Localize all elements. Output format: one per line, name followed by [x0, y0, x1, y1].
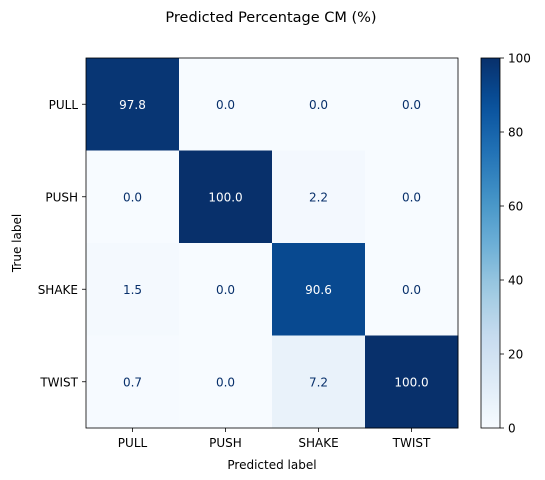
cell-value-label: 0.0: [402, 190, 421, 204]
y-tick-label: PULL: [49, 98, 79, 112]
cell-value-label: 0.0: [402, 98, 421, 112]
colorbar-tick-label: 20: [508, 348, 523, 362]
heatmap-cell: [365, 150, 459, 244]
heatmap-cell: [365, 335, 459, 429]
heatmap-cell: [272, 335, 366, 429]
heatmap-cell: [86, 150, 180, 244]
heatmap-cell: [272, 58, 366, 151]
colorbar-tick-label: 100: [508, 52, 531, 66]
y-tick-label: SHAKE: [38, 283, 78, 297]
colorbar-tick-label: 80: [508, 126, 523, 140]
cell-value-label: 90.6: [305, 283, 332, 297]
heatmap-cell: [179, 243, 273, 336]
heatmap-cell: [365, 58, 459, 151]
cell-value-label: 2.2: [309, 190, 328, 204]
cell-value-label: 0.0: [216, 98, 235, 112]
x-tick-label: TWIST: [392, 436, 431, 450]
colorbar-ticks: 0 20 40 60 80 100: [500, 52, 531, 436]
plot-frame: [85, 57, 459, 429]
heatmap-cells: 97.8 0.0 0.0 0.0 0.0 100.0 2.2 0.0 1.5 0.0 90.6 0.0…: [86, 58, 459, 429]
cell-value-label: 100.0: [394, 375, 428, 389]
y-tick-label: TWIST: [39, 375, 78, 389]
cell-value-label: 0.0: [123, 190, 142, 204]
x-axis-label: Predicted label: [227, 458, 316, 472]
chart-title: Predicted Percentage CM (%): [165, 10, 376, 26]
cell-value-label: 97.8: [119, 98, 146, 112]
cell-value-label: 7.2: [309, 375, 328, 389]
axis-ticks: PULL PUSH SHAKE TWIST PULL PUSH SHAKE TWIST: [38, 98, 431, 450]
heatmap-cell: [272, 243, 366, 336]
heatmap-cell: [86, 243, 180, 336]
cell-value-label: 0.0: [216, 283, 235, 297]
cell-value-label: 0.0: [309, 98, 328, 112]
cell-value-label: 0.7: [123, 375, 142, 389]
heatmap-cell: [179, 150, 273, 244]
colorbar-tick-label: 40: [508, 274, 523, 288]
cell-value-label: 0.0: [402, 283, 421, 297]
heatmap-cell: [272, 150, 366, 244]
cell-value-label: 1.5: [123, 283, 142, 297]
heatmap-cell: [86, 335, 180, 429]
x-tick-label: SHAKE: [298, 436, 338, 450]
colorbar-tick-label: 0: [508, 422, 516, 436]
x-tick-label: PUSH: [209, 436, 242, 450]
heatmap-cell: [365, 243, 459, 336]
heatmap-cell: [179, 335, 273, 429]
cell-value-label: 100.0: [208, 190, 242, 204]
colorbar-tick-label: 60: [508, 200, 523, 214]
x-tick-label: PULL: [118, 436, 148, 450]
y-tick-label: PUSH: [45, 190, 78, 204]
heatmap-cell: [86, 58, 180, 151]
cell-value-label: 0.0: [216, 375, 235, 389]
heatmap-cell: [179, 58, 273, 151]
colorbar: [480, 57, 501, 429]
y-axis-label: True label: [10, 214, 24, 273]
